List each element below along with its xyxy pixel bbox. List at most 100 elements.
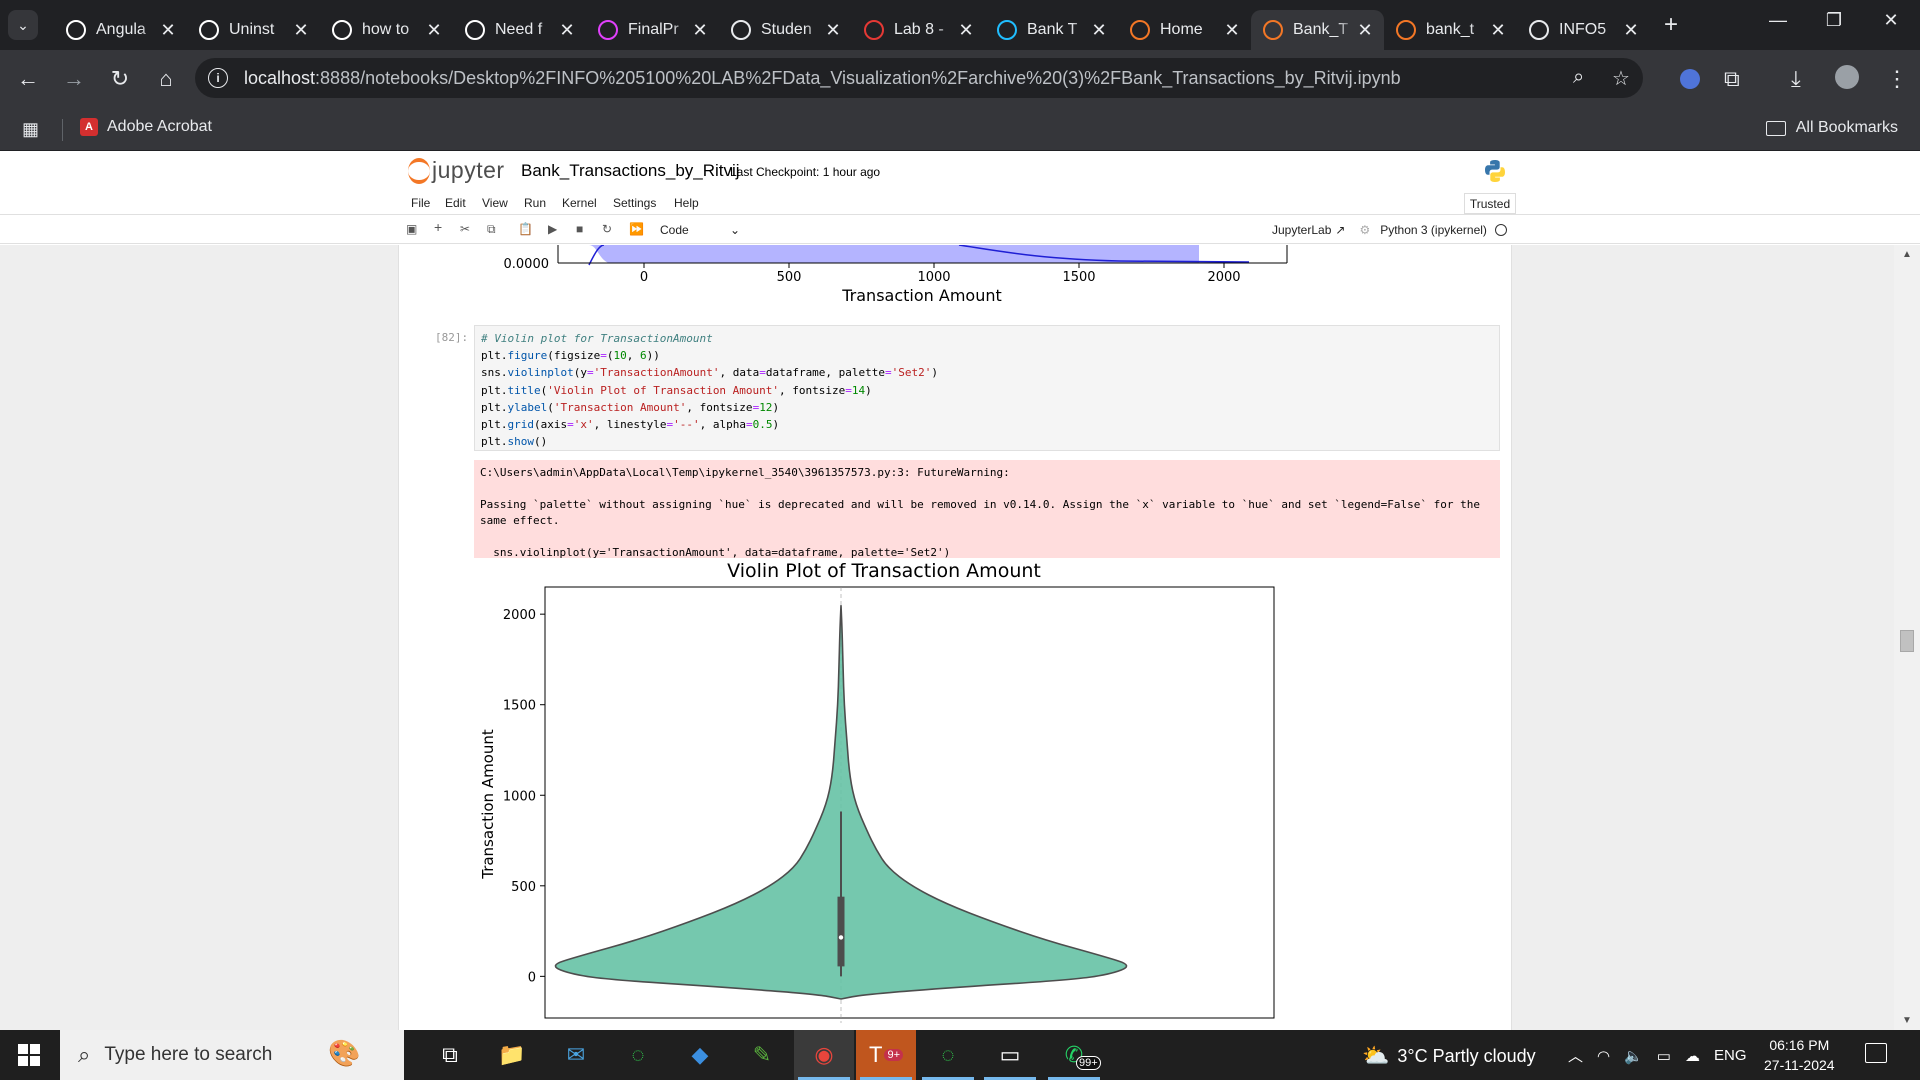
browser-tab[interactable]: Bank T ✕ bbox=[985, 10, 1118, 50]
browser-tab[interactable]: FinalPr ✕ bbox=[586, 10, 719, 50]
browser-tab[interactable]: Need f ✕ bbox=[453, 10, 586, 50]
tray-chevron-icon[interactable]: ︿ bbox=[1568, 1048, 1584, 1065]
kernel-name[interactable]: Python 3 (ipykernel) bbox=[1380, 223, 1487, 237]
cut-icon[interactable]: ✂ bbox=[460, 222, 471, 236]
notification-center-icon[interactable] bbox=[1865, 1043, 1887, 1063]
refresh-app-icon[interactable]: ◌ bbox=[631, 1042, 645, 1067]
settings-icon[interactable]: ⚙ bbox=[1359, 223, 1371, 237]
tab-close-icon[interactable]: ✕ bbox=[1357, 19, 1373, 40]
browser-tab[interactable]: Home ✕ bbox=[1118, 10, 1251, 50]
taskbar-search[interactable]: ⌕ Type here to search 🎨 bbox=[60, 1030, 404, 1080]
tab-close-icon[interactable]: ✕ bbox=[692, 19, 708, 40]
k-icon bbox=[997, 20, 1017, 40]
browser-toolbar: ← → ↻ ⌂ i localhost:8888/notebooks/Deskt… bbox=[0, 50, 1920, 107]
browser-tab[interactable]: INFO5 ✕ bbox=[1517, 10, 1650, 50]
browser-tab[interactable]: Studen ✕ bbox=[719, 10, 852, 50]
tab-close-icon[interactable]: ✕ bbox=[293, 19, 309, 40]
browser-tab[interactable]: how to ✕ bbox=[320, 10, 453, 50]
bookmark-star-icon[interactable]: ☆ bbox=[1612, 68, 1630, 90]
profile-avatar[interactable] bbox=[1835, 65, 1859, 89]
menu-run[interactable]: Run bbox=[524, 196, 547, 210]
address-bar[interactable]: i localhost:8888/notebooks/Desktop%2FINF… bbox=[195, 58, 1643, 98]
all-bookmarks-button[interactable]: All Bookmarks bbox=[1765, 119, 1898, 137]
menu-dots-icon[interactable]: ⋮ bbox=[1886, 66, 1908, 91]
minimize-button[interactable]: — bbox=[1769, 10, 1787, 30]
jupyterlab-link[interactable]: JupyterLab bbox=[1272, 223, 1332, 237]
task-view-icon[interactable]: ⧉ bbox=[442, 1042, 458, 1067]
teams-icon[interactable]: T 9+ bbox=[856, 1030, 916, 1080]
weather-widget[interactable]: ⛅ 3°C Partly cloudy bbox=[1362, 1043, 1536, 1069]
volume-icon[interactable]: 🔈 bbox=[1624, 1047, 1643, 1065]
tab-close-icon[interactable]: ✕ bbox=[1224, 19, 1240, 40]
download-icon[interactable]: ⤓ bbox=[1791, 66, 1801, 91]
menu-kernel[interactable]: Kernel bbox=[562, 196, 597, 210]
tab-close-icon[interactable]: ✕ bbox=[1623, 19, 1639, 40]
url-text[interactable]: localhost:8888/notebooks/Desktop%2FINFO%… bbox=[244, 68, 1401, 89]
tab-title: FinalPr bbox=[628, 21, 679, 38]
tab-search-button[interactable]: ⌄ bbox=[8, 10, 38, 40]
browser-tab[interactable]: Angula ✕ bbox=[54, 10, 187, 50]
new-tab-button[interactable]: + bbox=[1664, 11, 1679, 38]
tab-close-icon[interactable]: ✕ bbox=[825, 19, 841, 40]
bookmark-adobe-acrobat[interactable]: A Adobe Acrobat bbox=[80, 118, 212, 136]
menu-edit[interactable]: Edit bbox=[445, 196, 466, 210]
browser-tab[interactable]: Bank_T ✕ bbox=[1251, 10, 1384, 50]
chrome-icon[interactable]: ◉ bbox=[794, 1030, 854, 1080]
scroll-down-arrow[interactable]: ▼ bbox=[1902, 1015, 1912, 1026]
browser-tab[interactable]: Lab 8 - ✕ bbox=[852, 10, 985, 50]
restore-button[interactable]: ❐ bbox=[1825, 10, 1843, 30]
apps-grid-icon[interactable]: ▦ bbox=[22, 119, 40, 139]
extensions-puzzle-icon[interactable]: ⧉ bbox=[1724, 66, 1740, 91]
reload-button[interactable]: ↻ bbox=[110, 65, 130, 91]
whatsapp-icon[interactable]: ✆ 99+ bbox=[1044, 1030, 1104, 1080]
notepad-icon[interactable]: ✎ bbox=[752, 1042, 772, 1067]
save-icon[interactable]: ▣ bbox=[406, 222, 418, 236]
jupyter-logo[interactable]: jupyter bbox=[408, 157, 505, 184]
close-window-button[interactable]: ✕ bbox=[1883, 10, 1899, 30]
code-cell-editor[interactable]: # Violin plot for TransactionAmount plt.… bbox=[474, 325, 1500, 451]
menu-view[interactable]: View bbox=[482, 196, 508, 210]
tab-close-icon[interactable]: ✕ bbox=[426, 19, 442, 40]
notebook-title[interactable]: Bank_Transactions_by_Ritvij bbox=[521, 161, 740, 180]
language-indicator[interactable]: ENG bbox=[1713, 1047, 1747, 1064]
paste-icon[interactable]: 📋 bbox=[518, 222, 533, 236]
tab-close-icon[interactable]: ✕ bbox=[958, 19, 974, 40]
menu-help[interactable]: Help bbox=[674, 196, 699, 210]
cell-type-select[interactable]: Code ⌄ bbox=[660, 220, 740, 240]
back-button[interactable]: ← bbox=[17, 65, 39, 91]
site-info-icon[interactable]: i bbox=[208, 68, 228, 88]
page-scrollbar[interactable]: ▲ ▼ bbox=[1894, 245, 1920, 1030]
scroll-thumb[interactable] bbox=[1900, 630, 1914, 652]
restart-run-all-icon[interactable]: ⏩ bbox=[629, 222, 644, 236]
browser-tab[interactable]: Uninst ✕ bbox=[187, 10, 320, 50]
refresh-app-2-icon[interactable]: ◌ bbox=[918, 1030, 978, 1080]
file-explorer-icon[interactable]: 📁 bbox=[498, 1042, 526, 1067]
trusted-indicator[interactable]: Trusted bbox=[1464, 193, 1516, 214]
tab-close-icon[interactable]: ✕ bbox=[559, 19, 575, 40]
forward-button[interactable]: → bbox=[63, 65, 85, 91]
tab-close-icon[interactable]: ✕ bbox=[1490, 19, 1506, 40]
home-button[interactable]: ⌂ bbox=[159, 65, 173, 91]
mail-icon[interactable]: ✉ bbox=[566, 1042, 586, 1067]
run-icon[interactable]: ▶ bbox=[548, 222, 558, 236]
terminal-icon[interactable]: ▭ bbox=[980, 1030, 1040, 1080]
battery-icon[interactable]: ▭ bbox=[1656, 1047, 1671, 1065]
tab-close-icon[interactable]: ✕ bbox=[160, 19, 176, 40]
menu-settings[interactable]: Settings bbox=[613, 196, 657, 210]
windows-start-icon[interactable] bbox=[18, 1044, 40, 1066]
network-icon[interactable]: ◠ bbox=[1597, 1047, 1611, 1065]
stop-icon[interactable]: ■ bbox=[576, 222, 584, 236]
restart-icon[interactable]: ↻ bbox=[602, 222, 613, 236]
browser-tab[interactable]: bank_t ✕ bbox=[1384, 10, 1517, 50]
vscode-icon[interactable]: ◆ bbox=[691, 1042, 709, 1067]
taskbar-clock[interactable]: 06:16 PM 27-11-2024 bbox=[1764, 1035, 1835, 1075]
extension-icon[interactable] bbox=[1680, 69, 1700, 89]
copy-icon[interactable]: ⧉ bbox=[487, 222, 496, 236]
tab-close-icon[interactable]: ✕ bbox=[1091, 19, 1107, 40]
insert-cell-icon[interactable]: + bbox=[434, 219, 443, 235]
chevron-down-icon: ⌄ bbox=[729, 223, 740, 237]
onedrive-cloud-icon[interactable]: ☁ bbox=[1684, 1047, 1700, 1065]
menu-file[interactable]: File bbox=[411, 196, 431, 210]
zoom-icon[interactable]: ⌕ bbox=[1573, 66, 1585, 88]
scroll-up-arrow[interactable]: ▲ bbox=[1902, 249, 1912, 260]
